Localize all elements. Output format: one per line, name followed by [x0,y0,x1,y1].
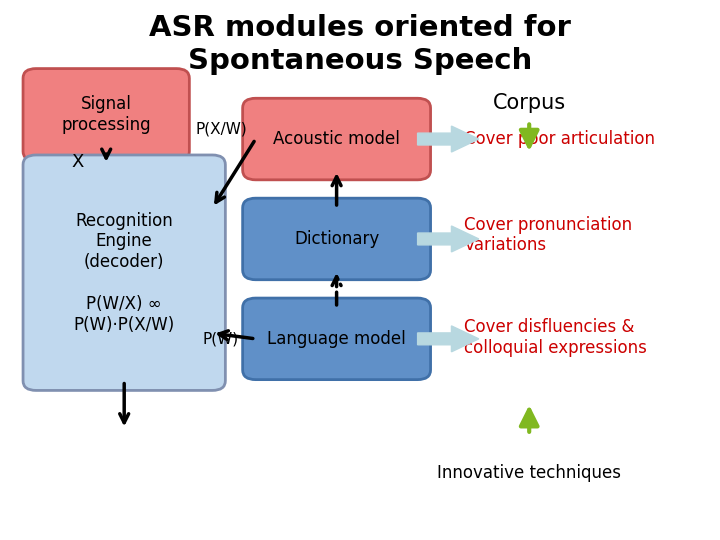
FancyBboxPatch shape [243,98,431,180]
FancyBboxPatch shape [243,298,431,380]
Text: Cover pronunciation
variations: Cover pronunciation variations [464,215,633,254]
FancyBboxPatch shape [243,198,431,280]
Text: ASR modules oriented for
Spontaneous Speech: ASR modules oriented for Spontaneous Spe… [149,14,571,75]
Text: Cover disfluencies &
colloquial expressions: Cover disfluencies & colloquial expressi… [464,318,647,357]
Text: Language model: Language model [267,330,406,348]
Text: Cover poor articulation: Cover poor articulation [464,130,655,148]
Text: Corpus: Corpus [492,92,566,113]
FancyBboxPatch shape [23,69,189,161]
FancyBboxPatch shape [23,155,225,390]
FancyArrow shape [418,326,479,352]
Text: Signal
processing: Signal processing [61,96,151,134]
Text: Acoustic model: Acoustic model [273,130,400,148]
FancyArrow shape [418,226,479,252]
Text: X: X [71,153,84,171]
Text: Dictionary: Dictionary [294,230,379,248]
FancyArrow shape [418,126,479,152]
Text: P(X/W): P(X/W) [195,121,247,136]
Text: Recognition
Engine
(decoder)

P(W/X) ∞
P(W)·P(X/W): Recognition Engine (decoder) P(W/X) ∞ P(… [73,212,175,334]
Text: Innovative techniques: Innovative techniques [437,463,621,482]
Text: P(W): P(W) [203,332,239,347]
